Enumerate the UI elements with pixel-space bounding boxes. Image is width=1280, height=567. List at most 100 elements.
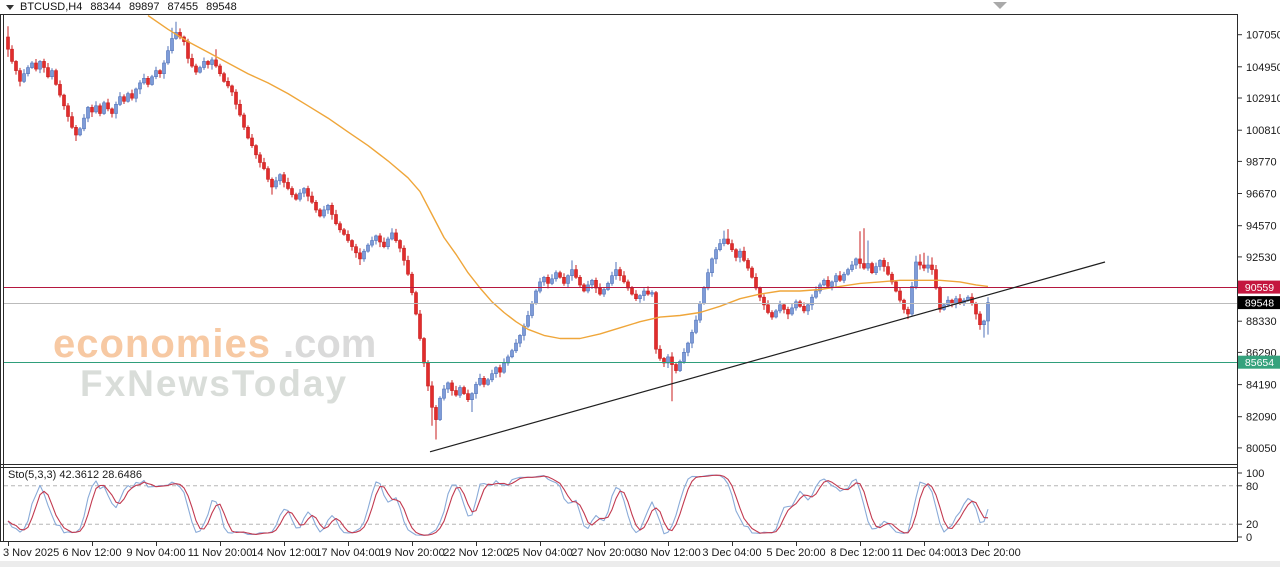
candle-body bbox=[578, 276, 582, 286]
candle-body bbox=[150, 76, 154, 85]
candle-body bbox=[566, 275, 570, 284]
candle-body bbox=[826, 279, 830, 287]
candle-body bbox=[806, 304, 810, 312]
symbol-dropdown-icon[interactable] bbox=[6, 4, 14, 10]
watermark: economies .com FxNewsToday bbox=[53, 322, 376, 404]
candle-body bbox=[274, 180, 278, 188]
candle-body bbox=[902, 299, 906, 310]
price-badge-support bbox=[1238, 355, 1280, 369]
time-tick-label: 5 Dec 20:00 bbox=[766, 547, 825, 559]
candle-body bbox=[490, 373, 494, 381]
candle-body bbox=[914, 261, 918, 287]
candle-body bbox=[630, 287, 634, 295]
candle-body bbox=[406, 260, 410, 275]
candle-body bbox=[34, 62, 38, 70]
candle-body bbox=[362, 250, 366, 260]
candle-body bbox=[634, 293, 638, 300]
candle-body bbox=[418, 313, 422, 339]
candle-body bbox=[162, 62, 166, 74]
ohlc-high: 89897 bbox=[128, 1, 160, 13]
scroll-to-end-icon[interactable] bbox=[993, 2, 1007, 9]
watermark-brand-suffix: .com bbox=[283, 322, 376, 366]
candle-body bbox=[254, 145, 258, 156]
time-tick-label: 14 Nov 12:00 bbox=[251, 547, 316, 559]
candle-body bbox=[542, 276, 546, 283]
time-axis[interactable]: 3 Nov 2025 6 Nov 12:00 9 Nov 04:00 11 Nov 2… bbox=[3, 542, 1021, 559]
candle-body bbox=[302, 188, 306, 194]
candle-body bbox=[670, 356, 674, 365]
candle-body bbox=[810, 296, 814, 306]
ascending-trendline[interactable] bbox=[429, 261, 1106, 453]
candle-body bbox=[510, 350, 514, 358]
candle-body bbox=[370, 240, 374, 246]
candle-body bbox=[838, 275, 842, 281]
candle-body bbox=[850, 264, 854, 270]
watermark-brand: economies bbox=[53, 322, 271, 366]
candle-body bbox=[314, 202, 318, 211]
candle-body bbox=[498, 367, 502, 373]
candle-body bbox=[614, 269, 618, 277]
sto-level-label: 80 bbox=[1246, 481, 1258, 493]
price-tick-label: 92530 bbox=[1246, 252, 1277, 264]
candle-body bbox=[286, 182, 290, 189]
candle-body bbox=[454, 390, 458, 396]
candle-body bbox=[134, 88, 138, 99]
candle-body bbox=[374, 235, 378, 241]
window-bottom-strip bbox=[0, 561, 1280, 567]
candle-body bbox=[250, 137, 254, 146]
candle-body bbox=[938, 287, 942, 310]
candle-body bbox=[798, 301, 802, 307]
candle-body bbox=[214, 59, 218, 67]
sto-level-label: 100 bbox=[1246, 468, 1264, 480]
candle-body bbox=[434, 407, 438, 420]
candle-body bbox=[342, 229, 346, 235]
candle-body bbox=[518, 335, 522, 344]
candle-body bbox=[450, 382, 454, 391]
candle-body bbox=[430, 385, 434, 408]
candle-body bbox=[354, 246, 358, 254]
candle-body bbox=[834, 275, 838, 283]
candle-body bbox=[618, 269, 622, 277]
candle-body bbox=[742, 250, 746, 261]
price-tick-label: 84190 bbox=[1246, 380, 1277, 392]
candle-body bbox=[6, 36, 10, 50]
candle-body bbox=[210, 59, 214, 65]
candle-body bbox=[866, 263, 870, 269]
candle-body bbox=[898, 290, 902, 301]
moving-average-line bbox=[147, 15, 989, 340]
candle-body bbox=[138, 82, 142, 90]
price-badge-current bbox=[1238, 296, 1280, 310]
candle-body bbox=[762, 296, 766, 306]
candle-body bbox=[158, 70, 162, 74]
candle-body bbox=[278, 174, 282, 182]
price-tick-label: 98770 bbox=[1246, 156, 1277, 168]
candle-body bbox=[710, 258, 714, 273]
candle-body bbox=[814, 290, 818, 298]
candle-body bbox=[746, 260, 750, 269]
candle-body bbox=[638, 295, 642, 300]
candle-body bbox=[786, 309, 790, 315]
time-tick-label: 3 Nov 2025 bbox=[3, 547, 59, 559]
candle-body bbox=[494, 367, 498, 375]
price-axis[interactable]: 107050 104950 102910 100810 98770 96670 94570 9… bbox=[1238, 30, 1280, 455]
candle-body bbox=[458, 387, 462, 396]
price-tick-label: 104950 bbox=[1246, 62, 1280, 74]
candle-body bbox=[486, 379, 490, 385]
candle-body bbox=[978, 313, 982, 325]
time-tick-label: 8 Dec 12:00 bbox=[830, 547, 889, 559]
candle-body bbox=[242, 114, 246, 128]
candle-body bbox=[882, 260, 886, 267]
candle-body bbox=[682, 351, 686, 362]
candle-body bbox=[822, 279, 826, 286]
candle-body bbox=[546, 276, 550, 284]
time-tick-label: 27 Nov 20:00 bbox=[571, 547, 636, 559]
candle-body bbox=[338, 223, 342, 231]
candle-body bbox=[974, 302, 978, 315]
candle-body bbox=[870, 263, 874, 273]
candle-body bbox=[386, 238, 390, 247]
candle-body bbox=[534, 290, 538, 304]
price-tick-label: 94570 bbox=[1246, 221, 1277, 233]
candle-body bbox=[906, 309, 910, 315]
